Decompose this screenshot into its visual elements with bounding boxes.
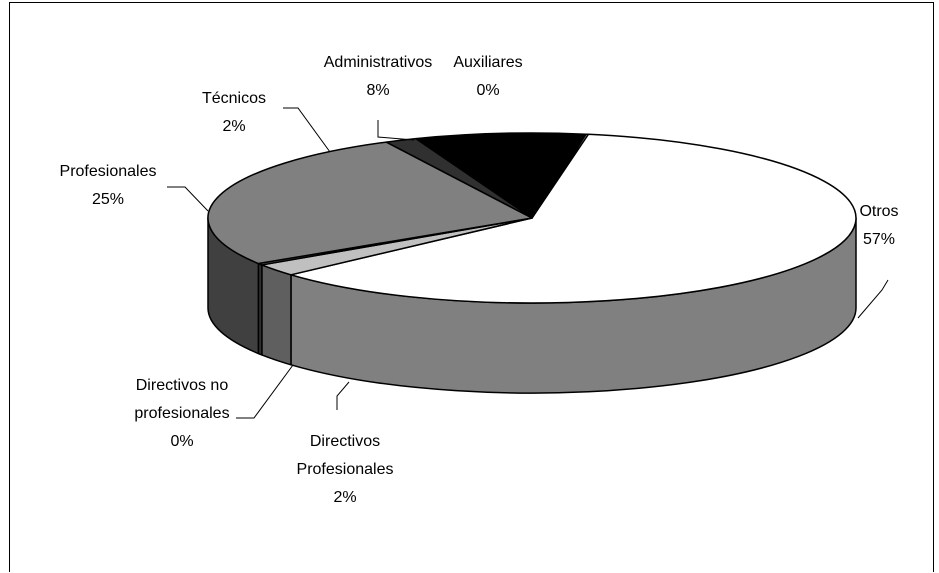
leader-line-directivos_no_prof <box>236 364 294 419</box>
pie-slice-auxiliares <box>531 133 590 219</box>
slice-label-otros: Otros <box>859 203 898 220</box>
leader-line-administrativos <box>377 120 415 141</box>
slice-label-directivos_no_prof: Directivos no <box>136 377 229 394</box>
slice-label-directivos_prof: Directivos <box>310 433 380 450</box>
slice-percent-administrativos: 8% <box>366 82 389 99</box>
leader-line-tecnicos <box>283 107 331 153</box>
leader-line-directivos_prof <box>336 381 350 410</box>
slice-label-auxiliares: Auxiliares <box>453 54 522 71</box>
label-otros: Otros 57% <box>859 203 898 248</box>
leader-line-profesionales <box>167 186 209 212</box>
slice-label-directivos_no_prof: profesionales <box>134 405 229 422</box>
pie-slice-profesionales <box>207 141 533 265</box>
slice-label-administrativos: Administrativos <box>324 54 432 71</box>
label-directivos_prof: Directivos Profesionales 2% <box>297 433 394 506</box>
slice-percent-auxiliares: 0% <box>476 82 499 99</box>
pie-side-directivos_prof <box>261 264 292 366</box>
slice-percent-directivos_prof: 2% <box>333 489 356 506</box>
slice-percent-tecnicos: 2% <box>222 118 245 135</box>
slice-label-directivos_prof: Profesionales <box>297 461 394 478</box>
slice-labels: Otros57%DirectivosProfesionales2%Directi… <box>60 54 899 506</box>
label-auxiliares: Auxiliares 0% <box>453 54 522 99</box>
slice-label-tecnicos: Técnicos <box>202 90 266 107</box>
label-administrativos: Administrativos 8% <box>324 54 432 99</box>
leader-lines <box>167 107 889 419</box>
pie-slice-administrativos <box>415 132 587 219</box>
label-tecnicos: Técnicos 2% <box>202 90 266 135</box>
label-profesionales: Profesionales 25% <box>60 163 157 208</box>
pie-slices <box>207 132 857 304</box>
slice-percent-otros: 57% <box>863 231 895 248</box>
chart-frame <box>9 2 934 572</box>
slice-percent-directivos_no_prof: 0% <box>170 433 193 450</box>
slice-percent-profesionales: 25% <box>92 191 124 208</box>
leader-line-otros <box>857 279 889 319</box>
label-directivos_no_prof: Directivos no profesionales 0% <box>134 377 229 450</box>
pie-slice-otros <box>290 133 857 304</box>
slice-label-profesionales: Profesionales <box>60 163 157 180</box>
